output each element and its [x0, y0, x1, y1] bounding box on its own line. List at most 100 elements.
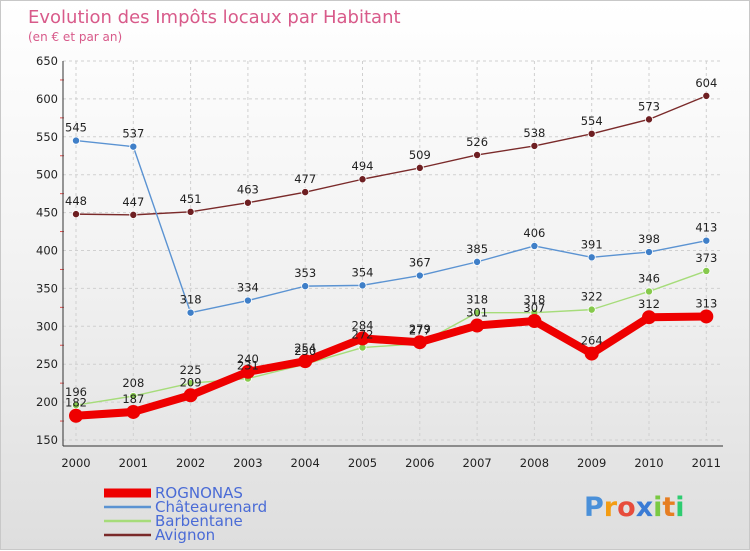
y-tick-label: 400 [36, 244, 58, 258]
data-point-chateaurenard [358, 281, 367, 290]
data-label-rognonas: 301 [466, 306, 488, 320]
x-tick-label: 2006 [405, 456, 434, 470]
data-point-rognonas [298, 354, 313, 369]
data-label-avignon: 604 [695, 76, 717, 90]
data-point-avignon [702, 91, 711, 100]
data-point-avignon [358, 175, 367, 184]
data-point-rognonas [642, 310, 656, 325]
y-tick-label: 300 [36, 319, 58, 333]
data-label-barbentane: 196 [65, 385, 87, 399]
data-label-chateaurenard: 334 [237, 281, 259, 295]
data-point-chateaurenard [473, 257, 482, 266]
data-label-chateaurenard: 353 [294, 266, 316, 280]
data-label-avignon: 463 [237, 183, 259, 197]
data-label-rognonas: 284 [352, 318, 374, 332]
data-label-barbentane: 277 [409, 324, 431, 338]
y-tick-label: 350 [36, 281, 58, 295]
proxiti-logo: Proxiti [584, 492, 685, 523]
data-label-rognonas: 313 [695, 296, 717, 310]
data-label-chateaurenard: 367 [409, 256, 431, 270]
data-label-avignon: 448 [65, 194, 87, 208]
data-label-barbentane: 318 [523, 293, 545, 307]
data-point-avignon [243, 198, 252, 207]
data-label-chateaurenard: 398 [638, 232, 660, 246]
x-tick-label: 2008 [520, 456, 549, 470]
data-point-avignon [415, 163, 424, 172]
y-tick-label: 650 [36, 54, 58, 68]
data-label-barbentane: 225 [180, 363, 202, 377]
legend-label: Châteaurenard [155, 498, 267, 516]
data-point-rognonas [69, 408, 83, 423]
data-point-chateaurenard [702, 236, 711, 245]
data-label-chateaurenard: 406 [523, 226, 545, 240]
data-label-rognonas: 240 [237, 352, 259, 366]
y-tick-label: 150 [36, 433, 58, 447]
data-label-avignon: 451 [180, 192, 202, 206]
data-point-chateaurenard [415, 271, 424, 280]
x-tick-label: 2001 [119, 456, 148, 470]
data-label-chateaurenard: 545 [65, 121, 87, 135]
data-point-rognonas [240, 364, 255, 379]
logo-letter: o [617, 492, 636, 523]
y-tick-label: 200 [36, 395, 58, 409]
y-tick-label: 600 [36, 92, 58, 106]
data-label-avignon: 477 [294, 172, 316, 186]
data-point-rognonas [412, 335, 427, 350]
data-label-rognonas: 254 [294, 341, 316, 355]
data-point-chateaurenard [301, 282, 310, 291]
data-point-avignon [72, 210, 81, 219]
data-point-rognonas [355, 331, 370, 346]
data-label-barbentane: 318 [466, 293, 488, 307]
y-tick-label: 250 [36, 357, 58, 371]
data-point-avignon [301, 188, 310, 197]
data-label-rognonas: 312 [638, 297, 660, 311]
x-tick-label: 2007 [462, 456, 491, 470]
data-label-avignon: 494 [352, 159, 374, 173]
logo-letter: i [675, 492, 684, 523]
data-point-rognonas [126, 404, 141, 419]
data-label-chateaurenard: 391 [581, 237, 603, 251]
logo-letter: P [584, 492, 604, 523]
legend-label: ROGNONAS [155, 484, 243, 502]
data-label-chateaurenard: 537 [122, 127, 144, 141]
data-label-barbentane: 322 [581, 290, 603, 304]
logo-letter: i [653, 492, 662, 523]
data-point-rognonas [699, 309, 714, 324]
data-label-chateaurenard: 318 [180, 293, 202, 307]
chart-subtitle: (en € et par an) [28, 30, 122, 44]
series-line-avignon [75, 95, 707, 216]
x-tick-label: 2004 [291, 456, 320, 470]
data-label-rognonas: 187 [122, 392, 144, 406]
data-point-barbentane [473, 308, 482, 317]
y-tick-label: 500 [36, 168, 58, 182]
data-label-avignon: 554 [581, 114, 603, 128]
y-tick-label: 450 [36, 206, 58, 220]
data-label-rognonas: 182 [65, 396, 87, 410]
data-label-rognonas: 279 [409, 322, 431, 336]
data-point-avignon [587, 129, 596, 138]
data-label-barbentane: 208 [122, 376, 144, 390]
data-point-chateaurenard [587, 253, 596, 262]
data-point-barbentane [587, 305, 596, 314]
data-label-chateaurenard: 413 [695, 221, 717, 235]
data-point-rognonas [183, 388, 198, 403]
data-point-barbentane [186, 379, 195, 388]
data-point-chateaurenard [645, 248, 654, 257]
data-label-chateaurenard: 354 [352, 265, 374, 279]
series-line-rognonas [72, 312, 711, 420]
data-label-chateaurenard: 385 [466, 242, 488, 256]
data-label-barbentane: 346 [638, 271, 660, 285]
x-tick-label: 2010 [634, 456, 663, 470]
data-label-barbentane: 373 [695, 251, 717, 265]
data-point-chateaurenard [186, 308, 195, 317]
data-point-barbentane [129, 392, 138, 401]
data-point-rognonas [584, 346, 599, 361]
data-point-chateaurenard [129, 142, 138, 151]
data-point-avignon [186, 207, 195, 216]
data-point-barbentane [72, 401, 81, 410]
x-tick-label: 2003 [233, 456, 262, 470]
data-point-rognonas [470, 318, 485, 333]
data-label-rognonas: 264 [581, 334, 603, 348]
data-point-barbentane [702, 266, 711, 275]
